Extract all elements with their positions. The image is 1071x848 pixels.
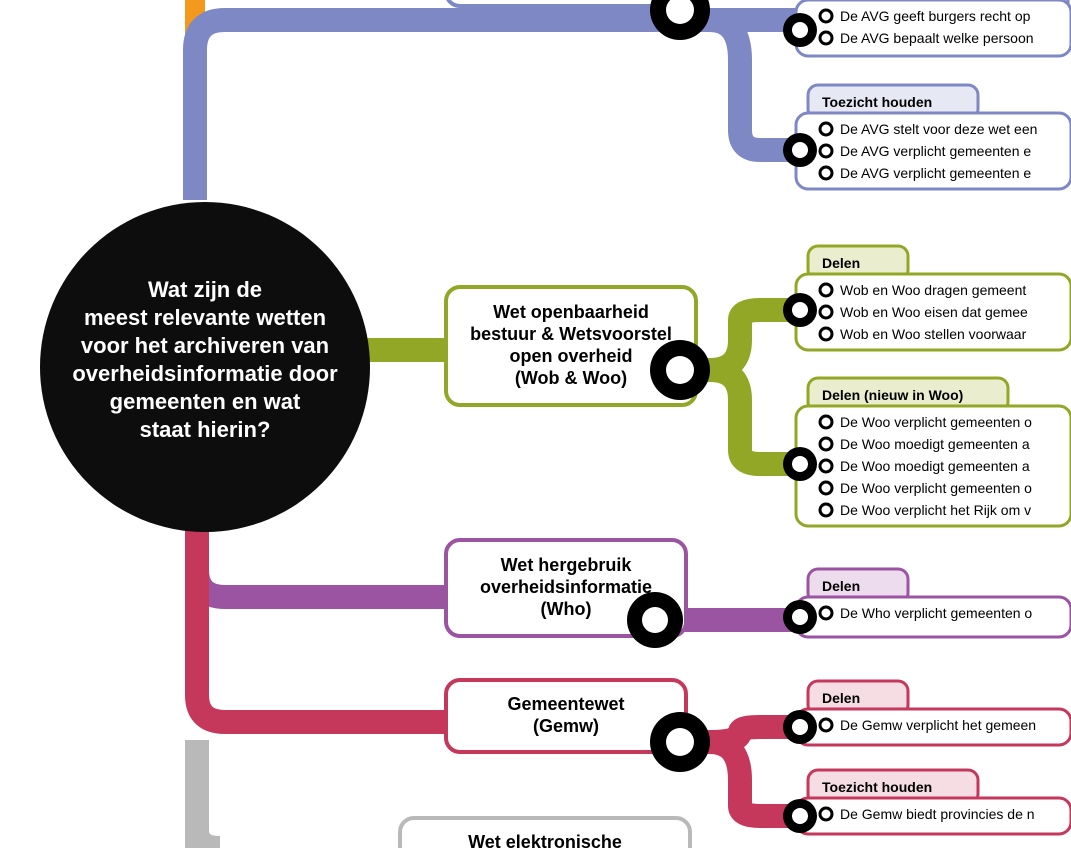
item-bullet-icon (820, 10, 832, 22)
item-text-avg-0-1: De AVG bepaalt welke persoon (840, 30, 1034, 46)
center-text-line-2: voor het archiveren van (81, 333, 329, 358)
item-text-wob-1-2: De Woo moedigt gemeenten a (840, 458, 1030, 474)
center-text-line-3: overheidsinformatie door (72, 361, 338, 386)
item-bullet-icon (820, 306, 832, 318)
item-bullet-icon (820, 719, 832, 731)
item-text-wob-1-4: De Woo verplicht het Rijk om v (840, 502, 1031, 518)
center-text-line-4: gemeenten en wat (110, 389, 301, 414)
center-text-line-0: Wat zijn de (148, 277, 262, 302)
item-text-gemw-1-0: De Gemw biedt provincies de n (840, 806, 1035, 822)
law-box-gemw-line-1: (Gemw) (533, 716, 599, 736)
item-bullet-icon (820, 145, 832, 157)
item-bullet-icon (820, 607, 832, 619)
item-text-wob-1-0: De Woo verplicht gemeenten o (840, 414, 1032, 430)
group-tab-label-who-0: Delen (822, 578, 860, 594)
center-text-line-5: staat hierin? (140, 417, 271, 442)
item-text-wob-1-3: De Woo verplicht gemeenten o (840, 480, 1032, 496)
group-tab-label-gemw-0: Delen (822, 690, 860, 706)
item-bullet-icon (820, 504, 832, 516)
center-text-line-1: meest relevante wetten (84, 305, 326, 330)
group-tab-label-gemw-1: Toezicht houden (822, 779, 932, 795)
item-bullet-icon (820, 328, 832, 340)
law-box-wob-line-1: bestuur & Wetsvoorstel (470, 324, 672, 344)
item-bullet-icon (820, 284, 832, 296)
law-box-who-line-1: overheidsinformatie (480, 577, 652, 597)
law-box-gemw-line-0: Gemeentewet (507, 694, 624, 714)
law-box-wep-line-0: Wet elektronische (468, 832, 622, 848)
law-box-wob-line-2: open overheid (509, 346, 632, 366)
group-tab-label-wob-0: Delen (822, 255, 860, 271)
item-bullet-icon (820, 438, 832, 450)
item-text-wob-0-0: Wob en Woo dragen gemeent (840, 282, 1026, 298)
item-text-avg-1-1: De AVG verplicht gemeenten e (840, 143, 1031, 159)
item-bullet-icon (820, 32, 832, 44)
item-text-gemw-0-0: De Gemw verplicht het gemeen (840, 717, 1036, 733)
mindmap-diagram: (AVG)De AVG geeft burgers recht opDe AVG… (0, 0, 1071, 848)
law-box-wob-line-3: (Wob & Woo) (515, 368, 627, 388)
item-text-avg-0-0: De AVG geeft burgers recht op (840, 8, 1031, 24)
item-text-avg-1-2: De AVG verplicht gemeenten e (840, 165, 1031, 181)
law-box-avg (446, 0, 686, 6)
item-text-who-0-0: De Who verplicht gemeenten o (840, 605, 1032, 621)
group-tab-label-avg-1: Toezicht houden (822, 94, 932, 110)
item-bullet-icon (820, 123, 832, 135)
item-bullet-icon (820, 482, 832, 494)
item-bullet-icon (820, 167, 832, 179)
item-text-wob-0-2: Wob en Woo stellen voorwaar (840, 326, 1027, 342)
item-text-avg-1-0: De AVG stelt voor deze wet een (840, 121, 1037, 137)
item-bullet-icon (820, 460, 832, 472)
item-bullet-icon (820, 808, 832, 820)
law-box-wob-line-0: Wet openbaarheid (493, 302, 649, 322)
group-tab-label-wob-1: Delen (nieuw in Woo) (822, 387, 963, 403)
law-box-who-line-2: (Who) (541, 599, 592, 619)
item-text-wob-0-1: Wob en Woo eisen dat gemee (840, 304, 1028, 320)
law-box-who-line-0: Wet hergebruik (501, 555, 633, 575)
item-text-wob-1-1: De Woo moedigt gemeenten a (840, 436, 1030, 452)
item-bullet-icon (820, 416, 832, 428)
